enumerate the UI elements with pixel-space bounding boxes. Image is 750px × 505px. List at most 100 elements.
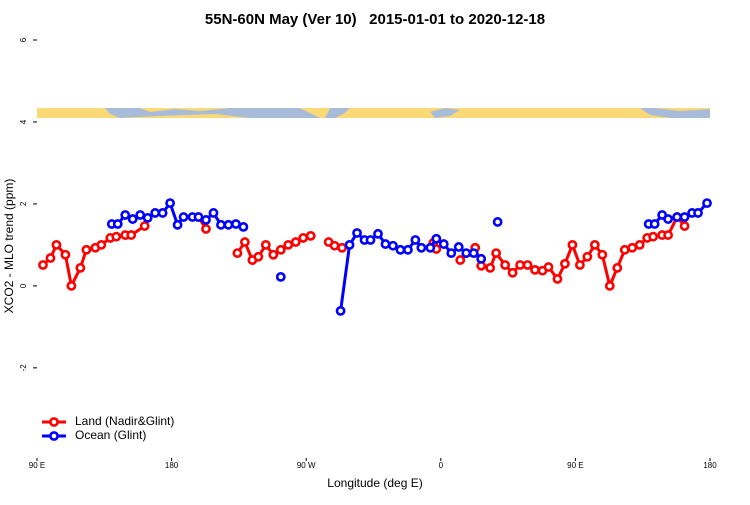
point — [111, 231, 122, 242]
point — [627, 242, 638, 253]
point — [679, 221, 690, 231]
point — [649, 219, 660, 229]
point — [663, 230, 674, 240]
point — [604, 280, 615, 291]
point — [66, 280, 77, 291]
point — [178, 212, 189, 222]
point — [335, 305, 346, 316]
point — [150, 208, 161, 218]
point — [431, 233, 442, 244]
point — [75, 262, 86, 273]
point — [455, 255, 466, 265]
point — [139, 221, 150, 231]
point — [619, 244, 630, 255]
x-tick-label: 0 — [439, 461, 444, 470]
point — [648, 231, 659, 242]
point — [663, 214, 674, 224]
point — [305, 230, 316, 241]
x-tick-label: 90 E — [567, 461, 583, 470]
point — [476, 253, 487, 264]
chart-title: 55N-60N May (Ver 10) 2015-01-01 to 2020-… — [205, 11, 545, 28]
point — [283, 240, 294, 250]
point — [112, 219, 123, 229]
point — [290, 237, 301, 247]
point — [491, 248, 502, 258]
y-tick-label: 2 — [19, 201, 28, 206]
point — [96, 240, 107, 250]
series-line — [41, 214, 686, 291]
point — [60, 249, 71, 260]
point — [589, 240, 600, 250]
point — [120, 210, 131, 220]
point — [416, 242, 427, 253]
x-tick-label: 180 — [703, 461, 717, 470]
point — [453, 242, 464, 252]
point — [446, 248, 457, 258]
y-tick-label: 0 — [19, 283, 28, 288]
x-tick-label: 180 — [165, 461, 179, 470]
point — [402, 244, 413, 255]
point — [51, 240, 62, 250]
y-tick-label: -2 — [19, 364, 28, 372]
point — [672, 212, 682, 222]
point — [142, 212, 153, 223]
x-axis-label: Longitude (deg E) — [327, 476, 422, 490]
point — [231, 219, 241, 229]
point — [352, 228, 362, 238]
point — [410, 235, 421, 245]
point — [81, 244, 92, 255]
point — [702, 198, 712, 209]
legend-label: Land (Nadir&Glint) — [75, 414, 174, 428]
point — [275, 271, 286, 282]
point — [239, 237, 250, 247]
x-tick-label: 90 W — [297, 461, 316, 470]
point — [597, 249, 608, 260]
point — [238, 221, 249, 232]
point — [582, 251, 593, 262]
point — [135, 210, 146, 220]
map-strip — [37, 108, 710, 118]
point — [337, 242, 347, 253]
legend-label: Ocean (Glint) — [75, 428, 146, 442]
point — [530, 264, 540, 275]
point — [253, 251, 264, 262]
point — [201, 215, 211, 225]
point — [216, 219, 226, 230]
point — [275, 244, 286, 255]
point — [492, 217, 503, 227]
point — [522, 260, 533, 270]
legend-marker — [49, 431, 59, 441]
x-tick-label: 90 E — [29, 461, 45, 470]
point — [165, 198, 176, 209]
point — [268, 249, 279, 260]
point — [172, 219, 183, 230]
point — [38, 260, 48, 270]
point — [679, 212, 690, 222]
point — [365, 235, 376, 245]
point — [208, 208, 219, 218]
point — [126, 230, 137, 240]
point — [567, 240, 578, 250]
point — [560, 258, 570, 269]
y-axis-label: XCO2 - MLO trend (ppm) — [2, 179, 16, 314]
point — [507, 267, 518, 278]
point — [223, 219, 234, 230]
point — [373, 228, 383, 239]
y-tick-label: 6 — [19, 37, 28, 42]
point — [543, 262, 554, 272]
point — [388, 240, 398, 251]
point — [485, 262, 496, 273]
point — [693, 208, 703, 218]
point — [552, 274, 563, 284]
y-tick-label: 4 — [19, 119, 28, 124]
point — [193, 212, 204, 222]
point — [468, 248, 479, 258]
point — [438, 239, 449, 249]
point — [634, 240, 645, 250]
point — [574, 260, 585, 270]
point — [45, 253, 56, 263]
point — [515, 260, 525, 270]
point — [232, 248, 243, 258]
point — [157, 208, 168, 218]
